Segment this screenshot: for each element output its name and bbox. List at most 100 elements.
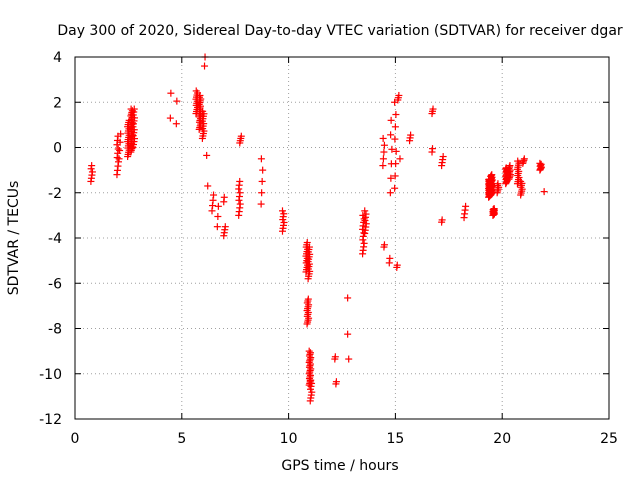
data-point: [391, 123, 399, 131]
data-point: [392, 111, 400, 119]
data-point: [362, 220, 370, 228]
data-point: [259, 166, 267, 174]
data-point: [166, 114, 174, 122]
data-point: [393, 261, 401, 269]
data-point: [332, 378, 340, 386]
data-point: [88, 168, 96, 176]
data-point: [204, 182, 212, 190]
y-tick-label: -12: [39, 412, 62, 428]
x-tick-label: 25: [600, 431, 618, 447]
data-point: [201, 62, 209, 70]
data-point: [344, 330, 352, 338]
data-point: [388, 145, 396, 153]
chart-title: Day 300 of 2020, Sidereal Day-to-day VTE…: [57, 23, 623, 39]
data-point: [380, 148, 388, 156]
data-point: [210, 191, 218, 199]
data-point: [306, 349, 314, 357]
data-point: [257, 155, 265, 163]
data-point: [214, 202, 222, 210]
data-point: [536, 159, 544, 167]
data-point: [395, 91, 403, 99]
data-point: [172, 120, 180, 128]
data-point: [221, 223, 229, 231]
data-point: [392, 160, 400, 168]
data-point: [362, 210, 370, 218]
data-point: [506, 162, 514, 170]
data-point: [392, 147, 400, 155]
x-axis-label: GPS time / hours: [281, 458, 398, 474]
data-point: [130, 126, 138, 134]
x-tick-label: 20: [493, 431, 511, 447]
x-tick-label: 15: [386, 431, 404, 447]
data-point: [387, 131, 395, 139]
data-point: [380, 141, 388, 149]
data-point: [88, 162, 96, 170]
data-point: [117, 130, 125, 138]
y-tick-label: -6: [48, 276, 62, 292]
data-point: [494, 180, 502, 188]
y-tick-label: -8: [48, 322, 62, 338]
data-point: [429, 105, 437, 113]
data-point: [360, 239, 368, 247]
data-point: [429, 145, 437, 153]
data-point: [387, 116, 395, 124]
data-point: [386, 189, 394, 197]
data-point: [237, 132, 245, 140]
data-point: [305, 347, 313, 355]
data-point: [220, 193, 228, 201]
data-point: [305, 243, 313, 251]
data-point: [344, 294, 352, 302]
data-point: [116, 138, 124, 146]
y-tick-label: 4: [53, 50, 62, 66]
data-point: [303, 239, 311, 247]
data-point: [257, 200, 265, 208]
y-tick-label: -10: [39, 367, 62, 383]
data-point: [391, 135, 399, 143]
data-point: [439, 153, 447, 161]
x-tick-label: 0: [71, 431, 80, 447]
data-point: [236, 189, 244, 197]
data-points: [87, 53, 548, 405]
data-point: [361, 207, 369, 215]
data-point: [116, 147, 124, 155]
y-tick-label: 0: [53, 141, 62, 157]
data-point: [380, 241, 388, 249]
data-point: [203, 151, 211, 159]
data-point: [391, 172, 399, 180]
data-point: [304, 295, 312, 303]
data-point: [167, 89, 175, 97]
data-point: [396, 155, 404, 163]
y-tick-label: -4: [48, 231, 62, 247]
data-point: [387, 174, 395, 182]
data-point: [331, 353, 339, 361]
data-point: [517, 177, 525, 185]
data-point: [196, 91, 204, 99]
data-point: [407, 131, 415, 139]
axis-ticks: [74, 56, 610, 420]
data-point: [115, 155, 123, 163]
data-point: [386, 254, 394, 262]
data-point: [514, 157, 522, 165]
data-point: [537, 160, 545, 168]
data-point: [214, 213, 222, 221]
data-point: [438, 216, 446, 224]
data-point: [391, 184, 399, 192]
data-point: [131, 114, 139, 122]
data-point: [131, 135, 139, 143]
data-point: [192, 87, 200, 95]
data-point: [199, 107, 207, 115]
data-point: [130, 105, 138, 113]
data-point: [360, 215, 368, 223]
data-point: [114, 145, 122, 153]
y-tick-label: 2: [53, 95, 62, 111]
x-tick-label: 10: [280, 431, 298, 447]
data-point: [379, 162, 387, 170]
data-point: [490, 205, 498, 213]
data-point: [488, 171, 496, 179]
data-point: [213, 223, 221, 231]
data-point: [379, 134, 387, 142]
y-axis-label: SDTVAR / TECUs: [6, 181, 22, 296]
